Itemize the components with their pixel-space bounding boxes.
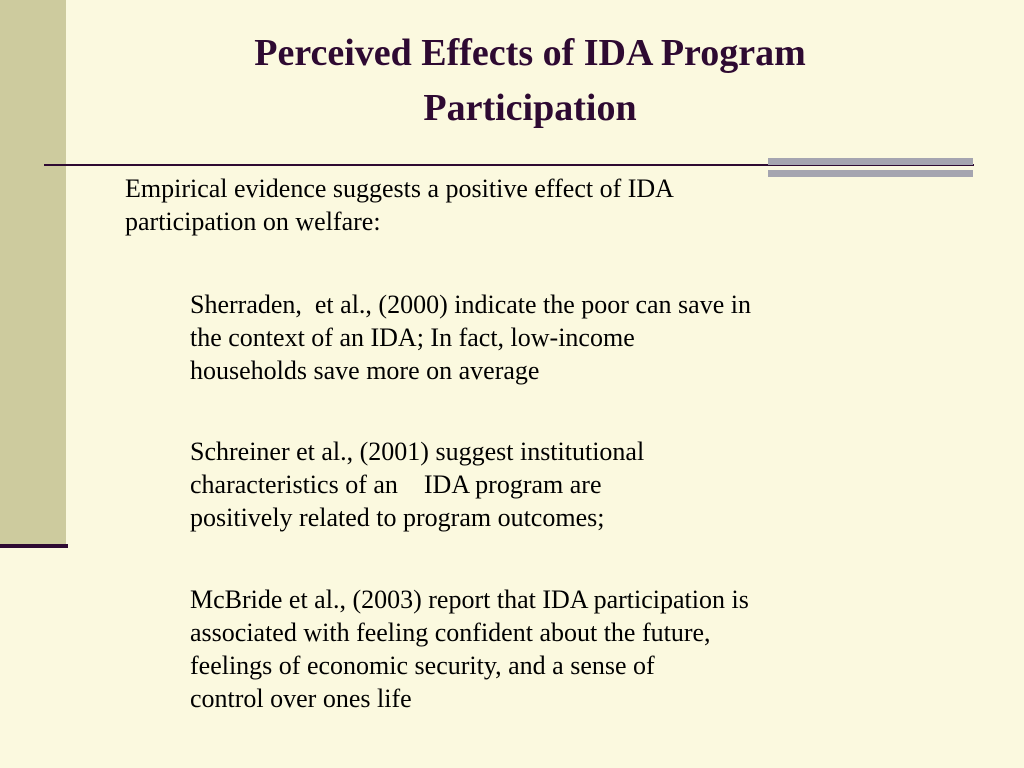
citation-line: characteristics of an IDA program are: [190, 470, 602, 499]
citation-schreiner: Schreiner et al., (2001) suggest institu…: [190, 435, 970, 534]
slide-title: Perceived Effects of IDA Program Partici…: [110, 26, 950, 136]
corner-bar: [768, 158, 973, 165]
citation-line: associated with feeling confident about …: [190, 618, 711, 647]
corner-bars-decoration: [768, 158, 973, 177]
citation-sherraden: Sherraden, et al., (2000) indicate the p…: [190, 288, 970, 387]
citation-line: feelings of economic security, and a sen…: [190, 651, 655, 680]
left-sidebar-decoration: [0, 0, 66, 545]
citation-line: the context of an IDA; In fact, low-inco…: [190, 323, 635, 352]
citation-line: Sherraden, et al., (2000) indicate the p…: [190, 290, 751, 319]
citation-line: positively related to program outcomes;: [190, 503, 605, 532]
left-accent-line: [0, 544, 68, 548]
title-line: Participation: [423, 87, 637, 129]
title-divider: [44, 164, 974, 166]
citation-line: Schreiner et al., (2001) suggest institu…: [190, 437, 645, 466]
citation-line: control over ones life: [190, 684, 412, 713]
citation-line: households save more on average: [190, 356, 540, 385]
citation-line: McBride et al., (2003) report that IDA p…: [190, 585, 749, 614]
citation-mcbride: McBride et al., (2003) report that IDA p…: [190, 583, 970, 715]
title-line: Perceived Effects of IDA Program: [254, 32, 806, 74]
intro-line: participation on welfare:: [125, 207, 381, 236]
corner-bar: [768, 170, 973, 177]
intro-line: Empirical evidence suggests a positive e…: [125, 174, 674, 203]
intro-paragraph: Empirical evidence suggests a positive e…: [125, 172, 885, 238]
